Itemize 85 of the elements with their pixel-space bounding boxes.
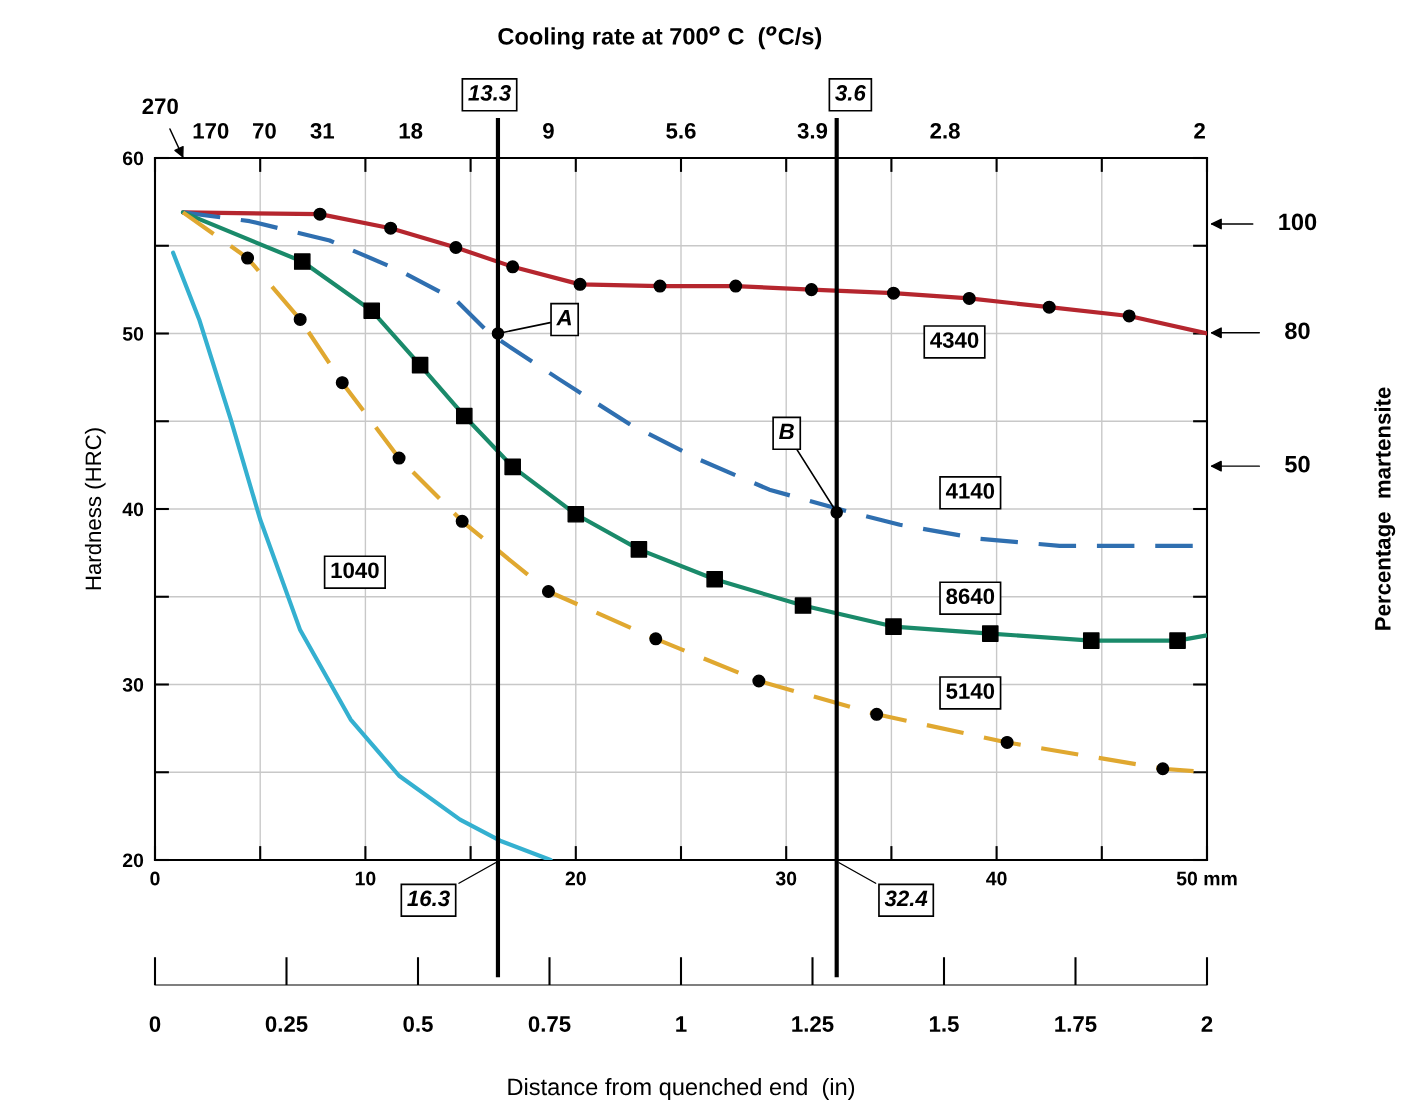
series-label: 5140 bbox=[946, 683, 995, 699]
point bbox=[241, 251, 255, 265]
text: 2 bbox=[1194, 122, 1205, 139]
x-tick-label: 20 bbox=[565, 871, 586, 886]
text: Percentage martensite bbox=[1374, 387, 1396, 630]
x2-tick-label: 0.5 bbox=[403, 1016, 433, 1032]
text: Cooling rate at 700$^{o}$ C ($^{o}$C/s) bbox=[498, 26, 822, 50]
point bbox=[384, 221, 398, 235]
point bbox=[870, 707, 884, 721]
point bbox=[885, 618, 902, 635]
x-tick-label: 10 bbox=[355, 871, 376, 886]
point bbox=[630, 541, 648, 558]
point bbox=[752, 674, 766, 688]
y-tick-label: 40 bbox=[122, 502, 144, 517]
text: 9 bbox=[543, 122, 554, 139]
x2-axis-title: Distance from quenched end (in) bbox=[508, 1077, 855, 1100]
text: 170 bbox=[193, 122, 229, 139]
text: 100 bbox=[1279, 213, 1317, 231]
point bbox=[962, 291, 976, 305]
x2-tick-label: 0 bbox=[149, 1016, 161, 1032]
x-tick-label: 40 bbox=[986, 871, 1007, 886]
series-label: 4140 bbox=[945, 483, 995, 499]
point bbox=[411, 356, 429, 374]
point bbox=[653, 279, 667, 293]
point bbox=[506, 260, 520, 274]
x2-tick-label: 1.5 bbox=[929, 1016, 959, 1032]
text: 270 bbox=[142, 98, 178, 115]
y-tick-label: 20 bbox=[122, 853, 144, 868]
point bbox=[392, 451, 406, 465]
text: 18 bbox=[399, 122, 423, 139]
point bbox=[573, 277, 587, 291]
text: 1040 bbox=[331, 562, 379, 579]
y-tick-label: 30 bbox=[122, 677, 144, 692]
x2-tick-label: 0.75 bbox=[528, 1016, 571, 1032]
series-label: 4340 bbox=[930, 332, 979, 348]
x2-tick-label: 2 bbox=[1201, 1016, 1213, 1032]
point bbox=[1122, 309, 1136, 323]
point bbox=[293, 253, 311, 270]
text: 5.6 bbox=[666, 122, 696, 139]
point bbox=[313, 207, 327, 221]
series-label: 8640 bbox=[946, 588, 995, 605]
x-tick-label: 50 mm bbox=[1176, 871, 1237, 886]
x2-tick-label: 1.75 bbox=[1055, 1016, 1097, 1032]
annotation: A bbox=[556, 310, 572, 326]
x-tick-label: 0 bbox=[150, 871, 160, 886]
line-series bbox=[171, 250, 553, 860]
point bbox=[804, 283, 818, 297]
text: 3.6 bbox=[835, 85, 866, 101]
point bbox=[504, 458, 521, 476]
point bbox=[335, 376, 349, 390]
x2-tick-label: 1 bbox=[676, 1016, 687, 1032]
text: 2.8 bbox=[930, 122, 960, 139]
point bbox=[455, 514, 469, 528]
point bbox=[293, 312, 307, 326]
point bbox=[1169, 632, 1186, 649]
point bbox=[886, 286, 901, 300]
point bbox=[1082, 632, 1100, 649]
point bbox=[1156, 762, 1170, 776]
y-tick-label: 60 bbox=[122, 151, 144, 166]
text: 50 bbox=[1285, 455, 1310, 473]
y-axis-title: Hardness (HRC) bbox=[84, 428, 106, 590]
y-tick-label: 50 bbox=[122, 326, 144, 341]
text: 3.9 bbox=[797, 122, 828, 139]
point bbox=[706, 570, 723, 588]
point bbox=[567, 505, 585, 523]
x2-tick-label: 0.25 bbox=[265, 1016, 308, 1032]
text: 80 bbox=[1285, 322, 1310, 340]
point bbox=[1042, 300, 1056, 314]
point bbox=[1000, 735, 1014, 749]
point bbox=[541, 584, 555, 598]
ref-line-label: 32.4 bbox=[884, 890, 928, 907]
text: 70 bbox=[253, 122, 276, 139]
annotation: B bbox=[779, 423, 794, 440]
ref-line-label: 16.3 bbox=[407, 890, 450, 907]
point bbox=[649, 632, 663, 646]
point bbox=[455, 407, 473, 425]
point bbox=[363, 302, 381, 319]
point bbox=[794, 597, 812, 614]
text: 13.3 bbox=[468, 85, 511, 101]
x-tick-label: 30 bbox=[775, 871, 797, 886]
x2-tick-label: 1.25 bbox=[792, 1016, 834, 1032]
point bbox=[729, 279, 743, 293]
text: 31 bbox=[310, 122, 335, 139]
point bbox=[981, 625, 999, 642]
point bbox=[449, 241, 463, 255]
